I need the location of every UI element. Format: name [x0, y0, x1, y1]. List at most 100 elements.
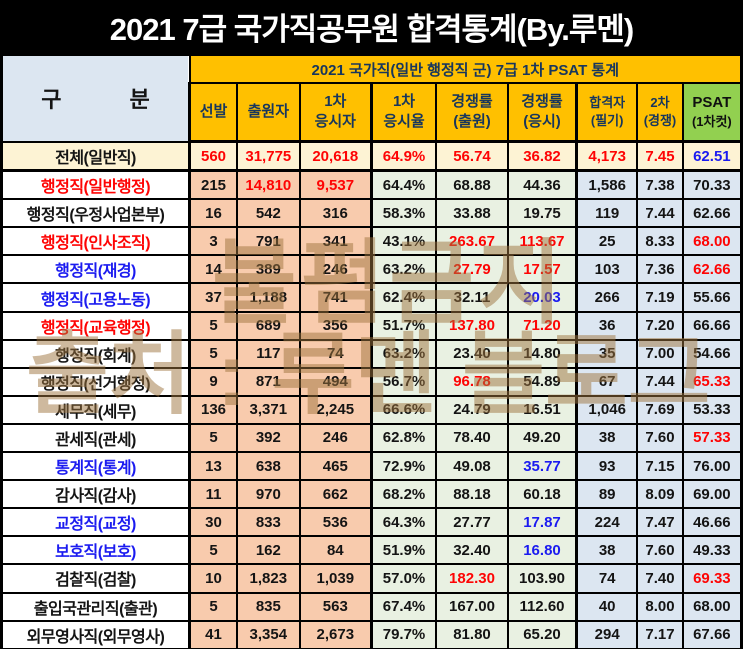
row-label: 행정직(우정사업본부)	[0, 198, 191, 229]
table-cell: 68.00	[681, 591, 743, 622]
table-cell: 27.79	[435, 254, 509, 285]
table-cell: 84	[298, 535, 373, 566]
table-cell: 1,188	[236, 282, 301, 313]
table-cell: 3	[188, 226, 238, 257]
table-cell: 7.69	[636, 394, 684, 425]
table-cell: 69.33	[681, 563, 743, 594]
table-cell: 5	[188, 591, 238, 622]
table-cell: 62.8%	[369, 422, 438, 454]
table-cell: 41	[188, 619, 238, 649]
table-cell: 103.90	[506, 563, 578, 594]
table-cell: 465	[298, 451, 373, 482]
table-cell: 1,823	[236, 563, 301, 594]
corner-header-left: 구	[41, 87, 62, 113]
table-cell: 5	[188, 422, 238, 454]
table-cell: 791	[236, 226, 301, 257]
table-cell: 970	[236, 479, 301, 510]
row-label: 행정직(회계)	[0, 338, 191, 369]
table-cell: 341	[298, 226, 373, 257]
table-row: 교정직(교정) 30 833 536 64.3% 27.77 17.87 224 7.47 46.…	[0, 507, 743, 538]
row-label: 행정직(선거행정)	[0, 366, 191, 397]
col-header-ratio-taken: 경쟁률 (응시)	[506, 82, 578, 143]
table-cell: 31,775	[236, 140, 301, 173]
row-label: 출입국관리직(출관)	[0, 591, 191, 622]
table-cell: 356	[298, 310, 373, 341]
table-cell: 71.20	[506, 310, 578, 341]
table-cell: 20.03	[506, 282, 578, 313]
row-label: 보호직(보호)	[0, 535, 191, 566]
table-cell: 316	[298, 198, 373, 229]
table-cell: 33.88	[435, 198, 509, 229]
table-cell: 69.00	[681, 479, 743, 510]
table-cell: 871	[236, 366, 301, 397]
table-cell: 23.40	[435, 338, 509, 369]
table-cell: 182.30	[435, 563, 509, 594]
table-cell: 16.80	[506, 535, 578, 566]
table-cell: 62.66	[681, 254, 743, 285]
table-row: 세무직(세무) 136 3,371 2,245 66.6% 24.79 16.51 1,046…	[0, 394, 743, 425]
table-cell: 38	[575, 535, 639, 566]
table-cell: 112.60	[506, 591, 578, 622]
table-cell: 32.40	[435, 535, 509, 566]
table-cell: 53.33	[681, 394, 743, 425]
table-cell: 224	[575, 507, 639, 538]
table-cell: 494	[298, 366, 373, 397]
row-label: 행정직(재경)	[0, 254, 191, 285]
table-cell: 7.60	[636, 535, 684, 566]
table-cell: 70.33	[681, 169, 743, 201]
table-cell: 32.11	[435, 282, 509, 313]
col-header-second-ratio: 2차 (경쟁)	[636, 82, 684, 143]
table-cell: 40	[575, 591, 639, 622]
table-cell: 20,618	[298, 140, 373, 173]
table-cell: 36.82	[506, 140, 578, 173]
table-cell: 66.6%	[369, 394, 438, 425]
table-cell: 16	[188, 198, 238, 229]
table-cell: 7.60	[636, 422, 684, 454]
table-cell: 7.00	[636, 338, 684, 369]
table-cell: 119	[575, 198, 639, 229]
table-cell: 162	[236, 535, 301, 566]
table-row: 행정직(고용노동) 37 1,188 741 62.4% 32.11 20.03 266 7.1…	[0, 282, 743, 313]
table-cell: 14	[188, 254, 238, 285]
table-cell: 19.75	[506, 198, 578, 229]
row-label: 검찰직(검찰)	[0, 563, 191, 594]
table-cell: 7.38	[636, 169, 684, 201]
table-cell: 7.40	[636, 563, 684, 594]
table-cell: 51.9%	[369, 535, 438, 566]
table-cell: 7.44	[636, 198, 684, 229]
row-label: 감사직(감사)	[0, 479, 191, 510]
merged-header: 2021 국가직(일반 행정직 군) 7급 1차 PSAT 통계	[188, 53, 743, 84]
table-cell: 57.33	[681, 422, 743, 454]
row-label: 관세직(관세)	[0, 422, 191, 454]
table-cell: 37	[188, 282, 238, 313]
table-cell: 9	[188, 366, 238, 397]
table-cell: 7.17	[636, 619, 684, 649]
table-row: 관세직(관세) 5 392 246 62.8% 78.40 49.20 38 7.60 57.33	[0, 422, 743, 454]
table-cell: 389	[236, 254, 301, 285]
table-cell: 78.40	[435, 422, 509, 454]
table-cell: 17.87	[506, 507, 578, 538]
table-cell: 3,354	[236, 619, 301, 649]
table-cell: 833	[236, 507, 301, 538]
table-cell: 4,173	[575, 140, 639, 173]
table-cell: 51.7%	[369, 310, 438, 341]
col-header-first-rate: 1차 응시율	[369, 82, 438, 143]
table-cell: 79.7%	[369, 619, 438, 649]
table-cell: 246	[298, 422, 373, 454]
table-cell: 63.2%	[369, 338, 438, 369]
table-row: 감사직(감사) 11 970 662 68.2% 88.18 60.18 89 8.09 69.0…	[0, 479, 743, 510]
table-cell: 76.00	[681, 451, 743, 482]
table-cell: 2,245	[298, 394, 373, 425]
table-cell: 81.80	[435, 619, 509, 649]
table-cell: 7.47	[636, 507, 684, 538]
table-cell: 64.9%	[369, 140, 438, 173]
row-label: 전체(일반직)	[0, 140, 191, 173]
table-cell: 58.3%	[369, 198, 438, 229]
table-cell: 25	[575, 226, 639, 257]
table-cell: 136	[188, 394, 238, 425]
table-row: 행정직(선거행정) 9 871 494 56.7% 96.78 54.89 67 7.44 65.…	[0, 366, 743, 397]
table-row: 보호직(보호) 5 162 84 51.9% 32.40 16.80 38 7.60 49.33	[0, 535, 743, 566]
corner-header-right: 분	[129, 87, 150, 113]
col-header-psat-cut: PSAT (1차컷)	[681, 82, 743, 143]
